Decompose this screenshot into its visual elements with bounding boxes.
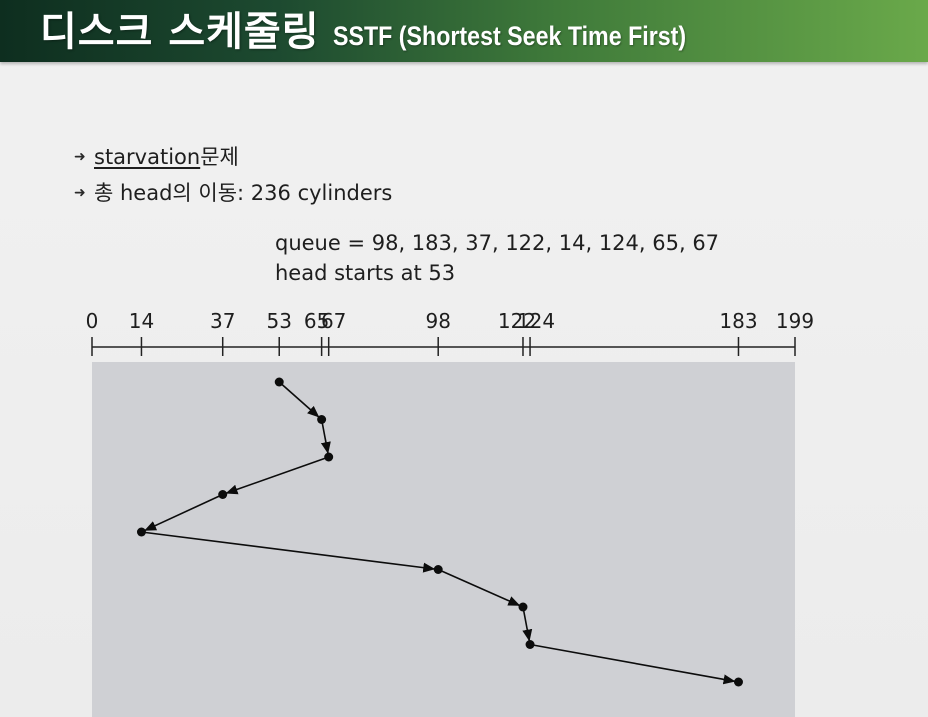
axis-tick-label: 53 [267,309,292,333]
head-path-segment [529,643,736,685]
bullet-total-movement-text: 총 head의 이동: 236 cylinders [94,181,393,205]
bullet-arrow-icon: ➜ [74,185,86,201]
head-path-segment [522,606,533,642]
head-path-point [324,452,334,462]
head-path-segment [225,456,329,495]
axis-tick-label: 183 [719,309,757,333]
bullet-arrow-icon: ➜ [74,149,86,165]
bullet-starvation-term: starvation [94,145,201,169]
bullet-starvation-rest: 문제 [200,145,239,169]
head-path-point [218,490,228,499]
head-path-point [733,677,743,687]
head-path-point [317,415,327,424]
bullet-total-movement: ➜ 총 head의 이동: 236 cylinders [74,179,392,207]
axis-tick-label: 124 [517,309,555,333]
axis-tick-label: 98 [425,309,450,333]
head-path-point [433,565,443,574]
axis-tick-label: 122 [498,309,536,333]
axis-tick-label: 199 [776,309,814,333]
slide-title: 디스크 스케줄링 [40,9,320,55]
head-path-point [274,377,284,387]
axis-tick-label: 14 [129,309,154,333]
axis-tick-label: 65 [304,309,329,333]
bullet-starvation: ➜ starvation 문제 [74,143,239,171]
queue-text: queue = 98, 183, 37, 122, 14, 124, 65, 6… [275,231,720,255]
head-path-segment [144,493,224,532]
head-path-point [518,602,528,612]
axis-tick-label: 67 [321,309,346,333]
head-start-text: head starts at 53 [275,261,456,285]
axis-tick-label: 0 [86,309,99,333]
head-path-segment [437,568,521,607]
head-path-segment [141,531,436,573]
head-path-point [525,640,535,649]
head-path-segment [320,419,331,455]
title-bar: 디스크 스케줄링 SSTF (Shortest Seek Time First) [0,0,928,62]
head-path-point [136,527,146,537]
slide-subtitle: SSTF (Shortest Seek Time First) [333,21,687,51]
head-path [136,377,743,687]
head-path-segment [278,381,320,418]
plot-background [92,362,795,717]
axis-tick-label: 37 [210,309,235,333]
